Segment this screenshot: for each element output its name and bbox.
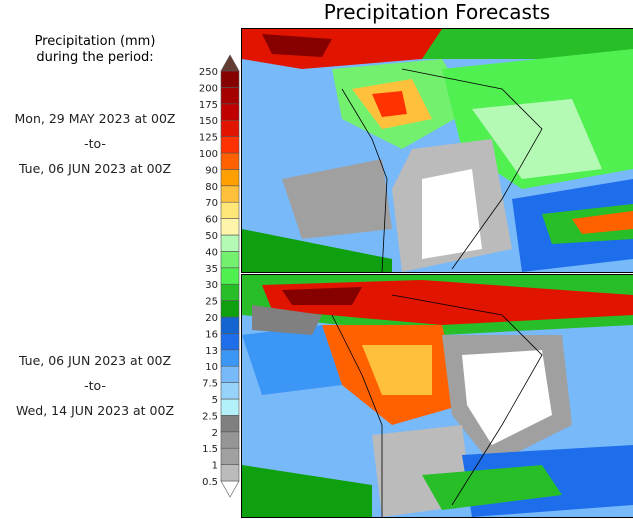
colorbar-tick-label: 7.5 — [202, 379, 218, 390]
colorbar-tick-label: 1 — [212, 461, 218, 472]
legend-title-line1: Precipitation (mm) — [34, 34, 156, 49]
colorbar-tick-label: 60 — [205, 215, 218, 226]
forecast-map-week2 — [241, 274, 633, 518]
colorbar-segment — [220, 201, 240, 219]
colorbar-segment — [220, 398, 240, 416]
colorbar-tick-label: 125 — [199, 133, 218, 144]
period-end: Tue, 06 JUN 2023 at 00Z — [18, 161, 172, 176]
colorbar-segment — [220, 234, 240, 252]
colorbar-tick-label: 2.5 — [202, 411, 218, 422]
colorbar-segment — [220, 300, 240, 318]
colorbar-tick-label: 1.5 — [202, 444, 218, 455]
colorbar-segment — [220, 365, 240, 383]
colorbar-tick-label: 30 — [205, 280, 218, 291]
colorbar-segment — [220, 251, 240, 269]
period-separator: -to- — [84, 378, 106, 393]
colorbar-segment — [220, 267, 240, 285]
colorbar-tick-label: 175 — [199, 100, 218, 111]
colorbar-tick-label: 35 — [205, 264, 218, 275]
colorbar-tick-label: 25 — [205, 297, 218, 308]
colorbar-tick-label: 5 — [212, 395, 218, 406]
colorbar-tick-label: 100 — [199, 149, 218, 160]
colorbar-tick-label: 50 — [205, 231, 218, 242]
colorbar-tick-label: 2 — [212, 428, 218, 439]
colorbar-segment — [220, 464, 240, 482]
colorbar-tick-label: 150 — [199, 116, 218, 127]
colorbar-tick-label: 16 — [205, 329, 218, 340]
colorbar-tick-label: 80 — [205, 182, 218, 193]
period-start: Mon, 29 MAY 2023 at 00Z — [14, 111, 176, 126]
colorbar-tick-label: 90 — [205, 165, 218, 176]
colorbar-tick-label: 200 — [199, 83, 218, 94]
colorbar-tick-label: 13 — [205, 346, 218, 357]
colorbar-tick-label: 70 — [205, 198, 218, 209]
colorbar-segment — [220, 333, 240, 351]
legend-title: Precipitation (mm) during the period: — [0, 34, 190, 66]
period-start: Tue, 06 JUN 2023 at 00Z — [18, 353, 172, 368]
colorbar-segment — [220, 382, 240, 400]
colorbar-segment — [220, 218, 240, 236]
colorbar-tick-label: 250 — [199, 67, 218, 78]
colorbar-segment — [220, 283, 240, 301]
colorbar-segment — [220, 152, 240, 170]
colorbar-segment — [220, 119, 240, 137]
colorbar-segment — [220, 136, 240, 154]
colorbar-segment — [220, 169, 240, 187]
colorbar-under-arrow — [220, 480, 240, 498]
period-1-label: Mon, 29 MAY 2023 at 00Z -to- Tue, 06 JUN… — [0, 106, 190, 181]
legend-title-line2: during the period: — [36, 50, 154, 65]
colorbar-segment — [220, 316, 240, 334]
forecast-map-week1 — [241, 28, 633, 273]
colorbar-tick-label: 20 — [205, 313, 218, 324]
period-separator: -to- — [84, 136, 106, 151]
colorbar-over-arrow — [220, 54, 240, 72]
colorbar-segment — [220, 87, 240, 105]
colorbar-tick-label: 0.5 — [202, 477, 218, 488]
colorbar-segment — [220, 431, 240, 449]
colorbar-segment — [220, 103, 240, 121]
colorbar-segment — [220, 415, 240, 433]
period-end: Wed, 14 JUN 2023 at 00Z — [15, 403, 175, 418]
colorbar-segment — [220, 70, 240, 88]
colorbar-segment — [220, 349, 240, 367]
colorbar-tick-label: 10 — [205, 362, 218, 373]
colorbar-segment — [220, 185, 240, 203]
figure-title: Precipitation Forecasts — [323, 0, 551, 24]
period-2-label: Tue, 06 JUN 2023 at 00Z -to- Wed, 14 JUN… — [0, 348, 190, 423]
colorbar-tick-label: 40 — [205, 247, 218, 258]
colorbar-segment — [220, 447, 240, 465]
colorbar: 0.5 1 1.5 2 2.5 5 7.5 10 13 16 20 25 30 35 40 50 60 70 80 9… — [199, 54, 240, 498]
